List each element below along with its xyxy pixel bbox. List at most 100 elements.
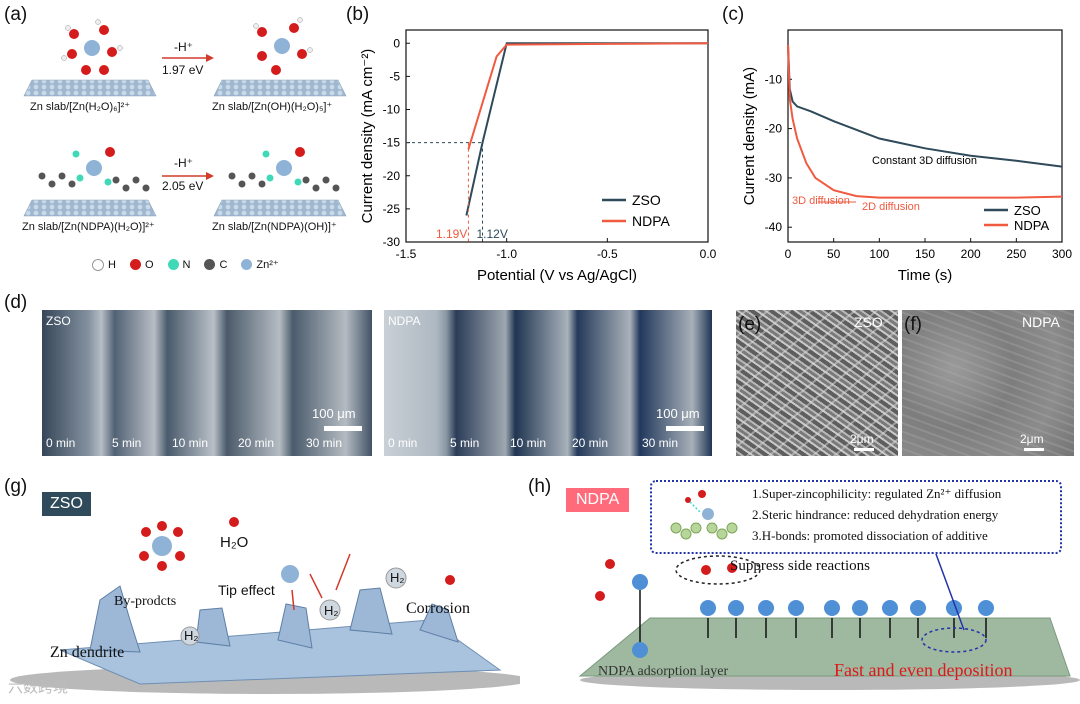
dendrite-label: Zn dendrite [50, 644, 125, 661]
zn-hydrate-complex-tl [61, 19, 123, 75]
caption-bl: Zn slab/[Zn(NDPA)(H₂O)]²⁺ [22, 221, 155, 233]
x-tick-label: -1.0 [496, 247, 517, 261]
zso-tag: ZSO [46, 314, 71, 328]
series-line-zso [465, 42, 708, 216]
arrow1-label: -H⁺ [174, 40, 193, 54]
y-axis-label: Current density (mA) [741, 67, 758, 205]
legend-o-dot [129, 259, 141, 270]
zn-slab-tr [213, 79, 347, 97]
legend-n-dot [167, 259, 179, 270]
annotation-1.19v: 1.19V [436, 227, 467, 241]
annotation-2d-diffusion: 2D diffusion [862, 201, 920, 213]
y-tick-label: -40 [765, 220, 783, 234]
series-line-ndpa [467, 42, 709, 150]
sem-image-ndpa: NDPA 2μm [902, 310, 1074, 456]
panel-c-label: (c) [722, 4, 745, 25]
zn-slab-br [213, 199, 347, 217]
deposition-ellipse [921, 627, 987, 653]
zso-time-10: 10 min [172, 436, 209, 450]
zso-time-30: 30 min [306, 436, 343, 450]
arrow2-energy: 2.05 eV [162, 179, 204, 193]
mechanism-point-1: 1.Super-zincophilicity: regulated Zn²⁺ d… [752, 486, 1002, 501]
h2-label-c: H₂ [184, 628, 199, 643]
adsorption-layer-label: NDPA adsorption layer [598, 664, 729, 679]
x-tick-label: 100 [869, 247, 889, 261]
deposition-label: Fast and even deposition [834, 660, 1013, 680]
legend-n: N [167, 259, 190, 271]
sem-ndpa-scale-bar [1024, 448, 1044, 451]
x-axis-label: Potential (V vs Ag/AgCl) [477, 267, 637, 284]
zso-scale-label: 100 μm [312, 406, 356, 421]
mechanism-point-3: 3.H-bonds: promoted dissociation of addi… [752, 528, 988, 543]
tip-effect-label: Tip effect [218, 582, 275, 598]
y-tick-label: -10 [765, 72, 783, 86]
x-axis-label: Time (s) [898, 267, 952, 284]
mechanism-point-2: 2.Steric hindrance: reduced dehydration … [752, 507, 999, 522]
zso-deposition-illustration [10, 517, 520, 694]
legend-text-zso: ZSO [632, 192, 661, 208]
caption-tl: Zn slab/[Zn(H₂O)₆]²⁺ [30, 101, 131, 113]
panel-f-label: (f) [904, 314, 922, 335]
arrow1-energy: 1.97 eV [162, 63, 204, 77]
annotation-1.12v: 1.12V [477, 227, 508, 241]
legend-text-zso: ZSO [1014, 203, 1041, 218]
legend-zn: Zn²⁺ [241, 258, 279, 271]
x-tick-label: 0 [785, 247, 792, 261]
ndpa-tag: NDPA [388, 314, 421, 328]
zso-time-0: 0 min [46, 436, 76, 450]
h2-label-a: H₂ [390, 570, 405, 585]
sem-zso-tag: ZSO [854, 314, 883, 330]
x-tick-label: 300 [1052, 247, 1072, 261]
x-tick-label: 150 [915, 247, 935, 261]
y-tick-label: -15 [383, 136, 401, 150]
ndpa-scale-label: 100 μm [656, 406, 700, 421]
ndpa-molecule-icon [670, 490, 738, 540]
corrosion-label: Corrosion [406, 600, 470, 617]
legend-o: O [129, 259, 154, 271]
zn-hydroxo-complex-tr [253, 17, 313, 75]
zso-optical-images: ZSO 0 min 5 min 10 min 20 min 30 min 100… [42, 310, 372, 456]
legend-h: H [92, 258, 116, 271]
ndpa-deposition-illustration [578, 553, 1080, 690]
ndpa-badge: NDPA [566, 488, 630, 512]
panel-h-label: (h) [528, 476, 552, 497]
x-tick-label: 250 [1006, 247, 1026, 261]
zso-badge: ZSO [42, 492, 91, 516]
series-line-zso [787, 44, 1063, 168]
h2-label-b: H₂ [324, 603, 339, 618]
legend-text-ndpa: NDPA [632, 213, 671, 229]
zso-time-5: 5 min [112, 436, 142, 450]
x-tick-label: 0.0 [700, 247, 717, 261]
legend-c: C [204, 259, 227, 271]
ndpa-time-30: 30 min [642, 436, 679, 450]
legend-h-dot [92, 258, 104, 271]
ndpa-optical-images: NDPA 0 min 5 min 10 min 20 min 30 min 10… [384, 310, 712, 456]
y-tick-label: -30 [383, 235, 401, 249]
y-tick-label: -10 [383, 103, 401, 117]
y-axis-label: Current density (mA cm⁻²) [359, 49, 376, 224]
legend-zn-dot [241, 259, 253, 270]
annotation-constant-3d: Constant 3D diffusion [872, 155, 977, 167]
mechanism-box: 1.Super-zincophilicity: regulated Zn²⁺ d… [650, 480, 1062, 554]
legend-text-ndpa: NDPA [1014, 218, 1049, 233]
y-tick-label: -20 [383, 169, 401, 183]
ndpa-time-5: 5 min [450, 436, 480, 450]
ndpa-time-20: 20 min [572, 436, 609, 450]
series-line-ndpa [787, 44, 1063, 199]
y-tick-label: -25 [383, 202, 401, 216]
caption-br: Zn slab/[Zn(NDPA)(OH)]⁺ [212, 221, 337, 233]
suppress-label: Suppress side reactions [730, 558, 870, 574]
panel-a-label: (a) [4, 4, 28, 25]
x-tick-label: 50 [827, 247, 841, 261]
panel-a-diagram [23, 17, 347, 217]
zso-scale-bar [324, 426, 362, 431]
zso-time-20: 20 min [238, 436, 275, 450]
sem-image-zso: ZSO 2μm [736, 310, 898, 456]
sem-ndpa-tag: NDPA [1022, 314, 1060, 330]
water-label: H₂O [220, 534, 249, 551]
legend-zn-label: Zn²⁺ [256, 259, 279, 271]
plot-frame [405, 29, 709, 243]
zn-ndpa-complex-bl [38, 147, 150, 192]
arrow2-label: -H⁺ [174, 156, 193, 170]
zn-ion-array [632, 574, 994, 616]
